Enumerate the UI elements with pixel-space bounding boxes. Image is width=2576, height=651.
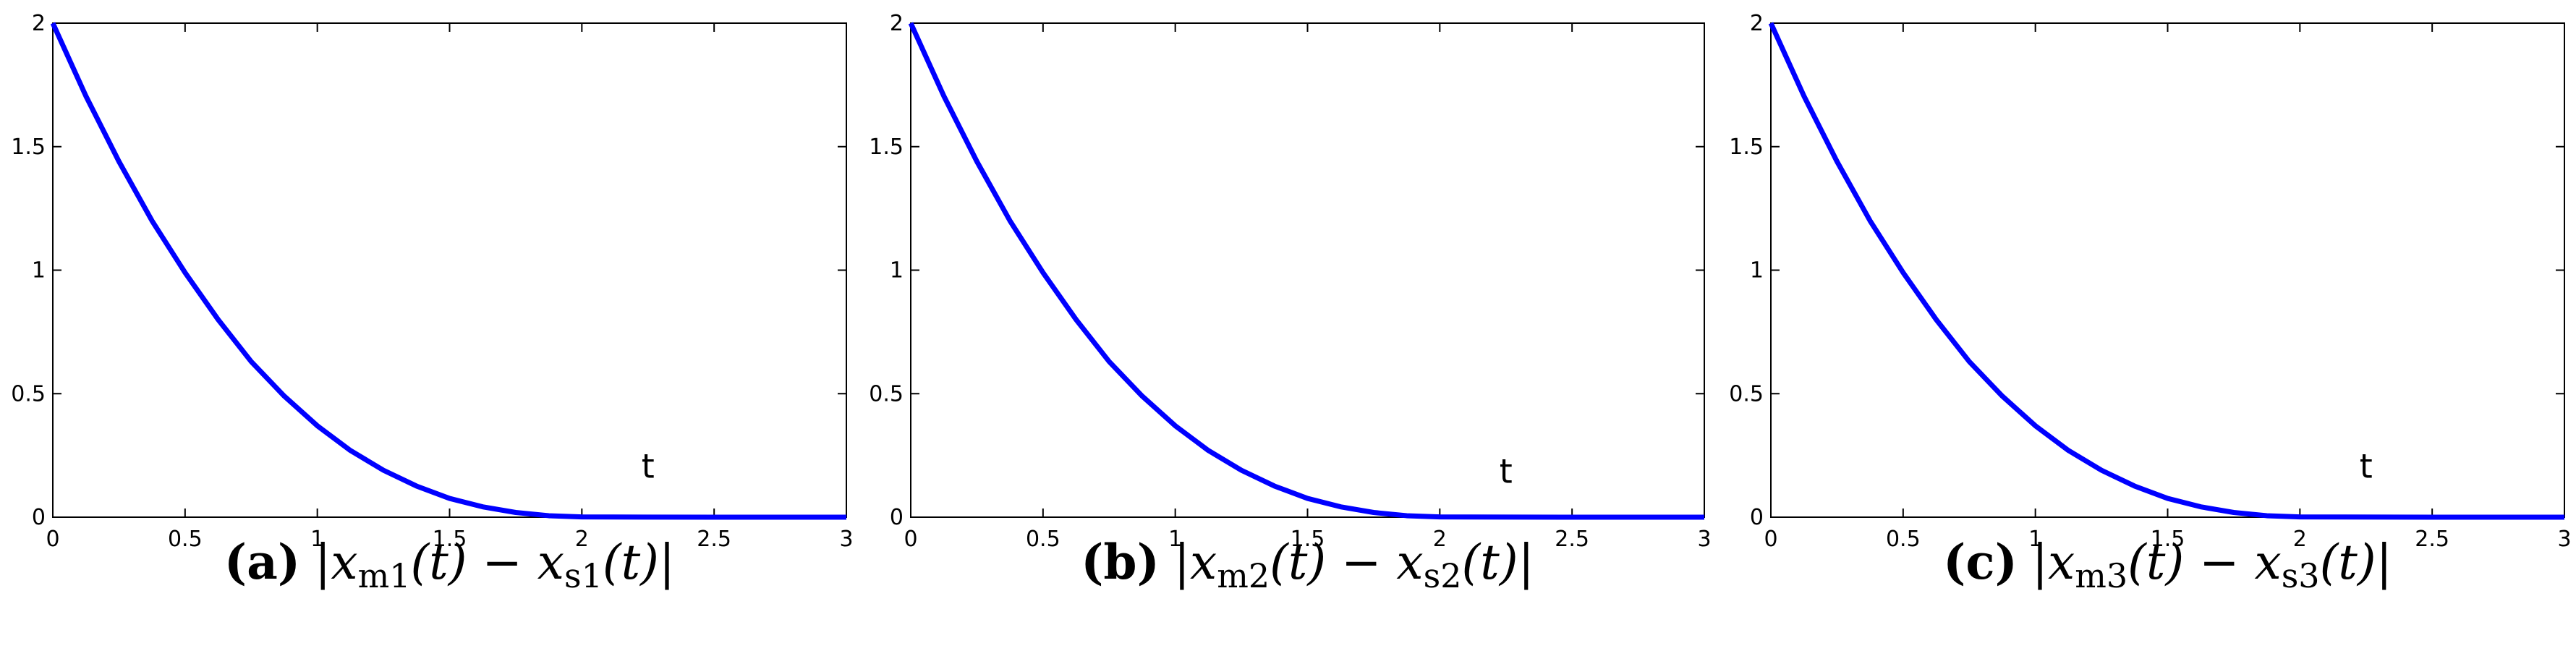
caption-text: (t) − x (1270, 535, 1424, 590)
y-tick-label: 0 (1750, 505, 1764, 530)
caption-text: (t)| (603, 535, 675, 590)
annotation: t (2360, 447, 2373, 486)
x-tick-label: 3 (839, 527, 853, 552)
caption-text: |x (1174, 535, 1217, 590)
panel: 0 0.5 1 1.5 2 2.5 3 0 0.5 1 1.5 2 t (b) |xm2(t) − xs2(… (869, 11, 1711, 595)
caption: (a) |xm1(t) − xs1(t)| (224, 534, 675, 595)
x-tick-label: 0.5 (168, 527, 203, 552)
caption-text: (t) − x (2127, 535, 2282, 590)
x-tick-label: 2.5 (1555, 527, 1589, 552)
x-tick-label: 3 (1697, 527, 1711, 552)
y-tick-label: 2 (890, 11, 904, 36)
plot-area (52, 22, 847, 518)
y-tick-label: 1 (32, 258, 46, 284)
x-tick-label: 1.5 (2151, 527, 2185, 552)
caption-text: (t)| (1462, 535, 1534, 590)
y-tick-label: 0 (32, 505, 46, 530)
plot-area (910, 22, 1705, 518)
x-tick-label: 1.5 (1291, 527, 1325, 552)
y-tick-label: 1.5 (1729, 135, 1764, 160)
x-tick-label: 0.5 (1026, 527, 1060, 552)
y-tick-label: 0 (890, 505, 904, 530)
caption-text: (t) − x (410, 535, 564, 590)
caption-label: (c) (1943, 534, 2018, 590)
caption-label: (a) (224, 534, 300, 590)
panel: 0 0.5 1 1.5 2 2.5 3 0 0.5 1 1.5 2 t (a) |xm1(t) − xs1(… (11, 11, 853, 595)
caption-text: |x (315, 535, 357, 590)
x-tick-label: 1 (2028, 527, 2042, 552)
caption-text: |x (2032, 535, 2075, 590)
y-tick-label: 2 (32, 11, 46, 36)
caption-subscript: s1 (564, 556, 603, 595)
caption: (b) |xm2(t) − xs2(t)| (1081, 534, 1534, 595)
annotation: t (642, 447, 655, 486)
plot-area (1770, 22, 2565, 518)
y-tick-label: 1.5 (11, 135, 46, 160)
x-tick-label: 1 (1168, 527, 1182, 552)
x-tick-label: 0 (904, 527, 917, 552)
y-tick-label: 1.5 (869, 135, 904, 160)
caption: (c) |xm3(t) − xs3(t)| (1943, 534, 2392, 595)
caption-subscript: m1 (358, 556, 411, 595)
y-tick-label: 0.5 (869, 381, 904, 407)
x-tick-label: 2 (2293, 527, 2307, 552)
x-tick-label: 1 (310, 527, 324, 552)
y-tick-label: 2 (1750, 11, 1764, 36)
data-line (908, 22, 1704, 520)
caption-subscript: m3 (2075, 556, 2127, 595)
x-tick-label: 0.5 (1886, 527, 1921, 552)
x-tick-label: 0 (1764, 527, 1777, 552)
data-line (50, 22, 846, 520)
panel: 0 0.5 1 1.5 2 2.5 3 0 0.5 1 1.5 2 t (c) |xm3(t) − xs3(… (1729, 11, 2571, 595)
x-tick-label: 2.5 (2415, 527, 2449, 552)
data-line (1768, 22, 2564, 520)
x-tick-label: 1.5 (433, 527, 467, 552)
x-tick-label: 2 (575, 527, 589, 552)
caption-subscript: s3 (2282, 556, 2320, 595)
y-tick-label: 1 (1750, 258, 1764, 284)
x-tick-label: 3 (2557, 527, 2571, 552)
y-tick-label: 0.5 (1729, 381, 1764, 407)
caption-subscript: m2 (1217, 556, 1270, 595)
x-tick-label: 2 (1433, 527, 1447, 552)
caption-subscript: s2 (1424, 556, 1462, 595)
y-tick-label: 0.5 (11, 381, 46, 407)
y-tick-label: 1 (890, 258, 904, 284)
x-tick-label: 0 (46, 527, 59, 552)
annotation: t (1500, 452, 1513, 491)
x-tick-label: 2.5 (697, 527, 731, 552)
caption-label: (b) (1081, 534, 1160, 590)
caption-text: (t)| (2320, 535, 2392, 590)
